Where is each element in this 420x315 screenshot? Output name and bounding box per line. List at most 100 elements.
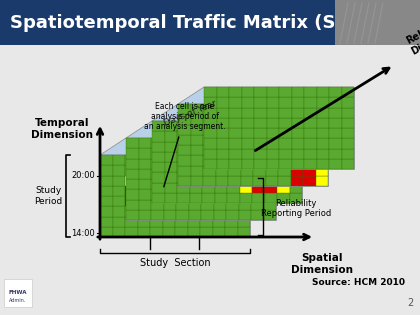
Bar xyxy=(151,199,163,210)
Bar xyxy=(213,206,225,216)
Bar xyxy=(215,152,227,162)
Text: 20:00: 20:00 xyxy=(71,171,95,180)
Bar xyxy=(125,155,137,165)
Text: Days of Year: Days of Year xyxy=(163,98,218,128)
Bar xyxy=(216,97,229,107)
Bar xyxy=(125,216,137,227)
Bar xyxy=(279,118,291,128)
Bar xyxy=(265,135,278,145)
Bar xyxy=(279,148,291,159)
Bar xyxy=(202,152,215,162)
Bar xyxy=(202,182,215,193)
Bar xyxy=(227,172,239,182)
Bar xyxy=(278,155,291,165)
Bar xyxy=(163,199,176,210)
Bar xyxy=(241,176,253,186)
Bar xyxy=(277,131,289,141)
Bar xyxy=(277,172,289,182)
Bar xyxy=(151,210,163,220)
Bar xyxy=(237,206,250,216)
Bar xyxy=(254,118,267,128)
Bar xyxy=(187,206,200,216)
Bar xyxy=(213,158,226,169)
Bar xyxy=(203,124,215,135)
Bar xyxy=(278,145,291,155)
Bar xyxy=(100,165,113,175)
Bar xyxy=(239,148,251,158)
Bar xyxy=(137,216,150,227)
Bar xyxy=(228,124,241,135)
Bar xyxy=(204,118,216,128)
Bar xyxy=(202,131,215,141)
Bar xyxy=(126,199,139,210)
Bar xyxy=(178,135,191,145)
Bar xyxy=(163,206,175,216)
Bar xyxy=(317,118,329,128)
Bar xyxy=(216,118,229,128)
Bar xyxy=(228,145,241,155)
Bar xyxy=(137,155,150,165)
Bar xyxy=(228,165,241,176)
Text: 14:00: 14:00 xyxy=(71,228,95,238)
Bar xyxy=(241,104,253,114)
Bar xyxy=(189,148,201,158)
Bar xyxy=(215,172,227,182)
Bar xyxy=(315,135,328,145)
Bar xyxy=(252,182,265,193)
Bar xyxy=(329,87,341,97)
Bar xyxy=(226,148,239,158)
Bar xyxy=(253,114,265,124)
Bar xyxy=(201,199,213,210)
Bar xyxy=(200,196,213,206)
Bar xyxy=(229,138,241,148)
Bar xyxy=(125,165,137,175)
Bar xyxy=(241,114,253,124)
Bar xyxy=(202,141,215,152)
Polygon shape xyxy=(178,87,354,104)
Bar xyxy=(152,121,302,203)
Bar xyxy=(152,182,165,193)
Bar xyxy=(215,121,227,131)
Bar xyxy=(239,210,251,220)
Bar xyxy=(189,158,201,169)
Bar xyxy=(150,196,163,206)
Bar xyxy=(291,148,304,159)
Bar xyxy=(187,165,200,175)
Bar xyxy=(177,141,189,152)
Bar xyxy=(226,138,239,148)
Bar xyxy=(175,155,187,165)
Bar xyxy=(165,141,177,152)
Bar xyxy=(279,87,291,97)
Bar xyxy=(291,145,303,155)
Bar xyxy=(265,152,277,162)
Bar xyxy=(226,179,239,189)
Bar xyxy=(137,206,150,216)
Bar xyxy=(163,227,175,237)
Text: Source: HCM 2010: Source: HCM 2010 xyxy=(312,278,405,287)
Bar xyxy=(251,169,263,179)
Bar xyxy=(150,155,163,165)
Bar xyxy=(229,87,241,97)
Bar xyxy=(191,155,203,165)
Bar xyxy=(267,107,279,118)
Bar xyxy=(267,97,279,107)
Bar xyxy=(239,179,251,189)
Bar xyxy=(278,165,291,176)
Bar xyxy=(152,152,165,162)
Bar xyxy=(215,162,227,172)
Bar xyxy=(213,179,226,189)
Bar xyxy=(277,193,289,203)
Bar xyxy=(215,104,228,114)
Bar xyxy=(239,138,251,148)
Bar xyxy=(239,141,252,152)
Bar xyxy=(189,121,202,131)
Text: Study  Section: Study Section xyxy=(140,258,210,268)
Bar xyxy=(291,114,303,124)
Bar xyxy=(126,210,139,220)
Bar xyxy=(303,165,315,176)
Bar xyxy=(100,155,113,165)
Bar xyxy=(237,216,250,227)
Bar xyxy=(267,138,279,148)
Bar xyxy=(163,155,175,165)
Bar xyxy=(253,104,265,114)
